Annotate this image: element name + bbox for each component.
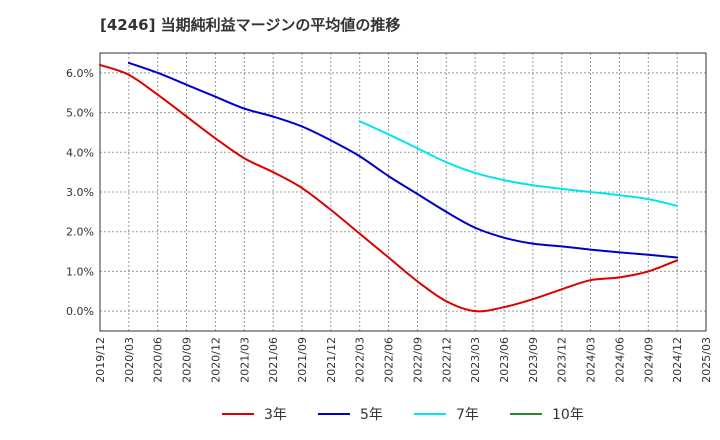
x-tick-label: 2024/12 [671,337,684,383]
x-tick-label: 2020/03 [123,337,136,383]
x-tick-label: 2022/06 [383,337,396,383]
x-tick-label: 2024/09 [642,337,655,383]
y-tick-label: 1.0% [66,265,94,278]
x-tick-label: 2022/12 [440,337,453,383]
x-tick-label: 2020/09 [181,337,194,383]
series-line-3 [358,120,679,207]
legend-label-1: 3年 [264,407,287,423]
x-axis-ticks: 2019/12 2020/03 2020/06 2020/09 2020/12 2021/… [94,337,713,383]
series-lines [99,61,679,313]
x-tick-label: 2025/03 [700,337,713,383]
y-tick-label: 4.0% [66,146,94,159]
series-line-1 [99,63,679,313]
grid-lines [99,53,707,331]
x-tick-label: 2020/06 [152,337,165,383]
x-tick-label: 2021/12 [325,337,338,383]
x-tick-label: 2023/09 [527,337,540,383]
y-tick-label: 3.0% [66,186,94,199]
chart-title: [4246] 当期純利益マージンの平均値の推移 [100,16,401,34]
legend-label-4: 10年 [552,407,584,423]
legend-label-2: 5年 [360,407,383,423]
y-tick-label: 6.0% [66,67,94,80]
x-tick-label: 2023/12 [556,337,569,383]
y-axis-ticks: 0.0% 1.0% 2.0% 3.0% 4.0% 5.0% 6.0% [66,67,94,318]
x-tick-label: 2023/06 [498,337,511,383]
x-tick-label: 2019/12 [94,337,107,383]
legend-label-3: 7年 [456,407,479,423]
x-tick-label: 2024/03 [585,337,598,383]
y-tick-label: 5.0% [66,107,94,120]
x-tick-label: 2021/09 [296,337,309,383]
legend: 3年 5年 7年 10年 [222,407,584,423]
y-tick-label: 2.0% [66,226,94,239]
x-tick-label: 2023/03 [469,337,482,383]
x-tick-label: 2022/09 [411,337,424,383]
x-tick-label: 2021/06 [267,337,280,383]
x-tick-label: 2020/12 [209,337,222,383]
plot-frame [99,52,707,332]
x-tick-label: 2022/03 [354,337,367,383]
x-tick-label: 2021/03 [238,337,251,383]
x-tick-label: 2024/06 [613,337,626,383]
series-line-2 [127,61,679,259]
y-tick-label: 0.0% [66,305,94,318]
